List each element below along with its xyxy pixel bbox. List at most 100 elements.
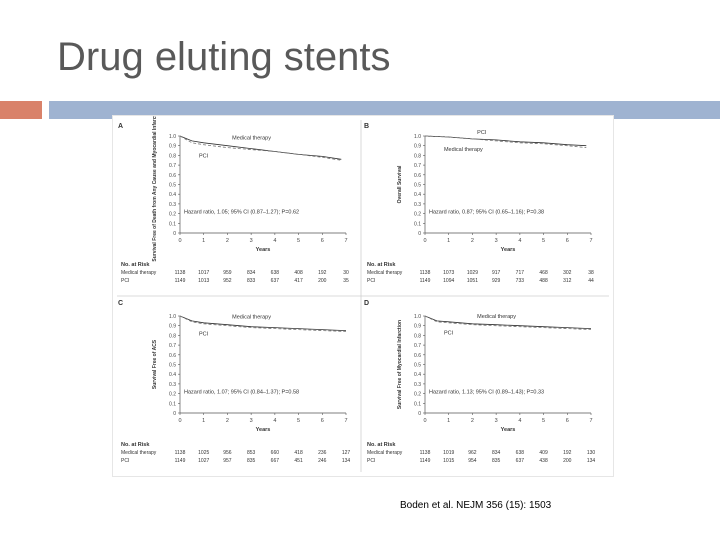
panel-b-risk-value: 1073 xyxy=(443,270,454,276)
panel-a-risk-value: 1149 xyxy=(175,278,186,284)
panel-c-risk-value: 835 xyxy=(247,458,256,464)
panel-b-hazard-ratio: Hazard ratio, 0.87; 95% CI (0.65–1.16); … xyxy=(429,210,544,216)
panel-a-risk-value: 1017 xyxy=(198,270,209,276)
panel-c-series-label: PCI xyxy=(199,332,209,338)
panel-b-risk-value: 1029 xyxy=(467,270,478,276)
panel-d-y-tick-label: 0.6 xyxy=(414,353,421,359)
panel-b-series-line xyxy=(424,135,587,148)
panel-a-series-line xyxy=(179,135,342,161)
panel-a-x-tick-label: 1 xyxy=(202,238,205,244)
panel-c-risk-row-label: PCI xyxy=(121,458,129,464)
panel-b-x-tick-label: 3 xyxy=(495,238,498,244)
panel-d-risk-value: 835 xyxy=(492,458,501,464)
panel-b-label: B xyxy=(364,123,369,130)
panel-c-x-tick-label: 2 xyxy=(226,418,229,424)
panel-b-x-tick-label: 6 xyxy=(566,238,569,244)
panel-b-risk-value: 302 xyxy=(563,270,572,276)
accent-bar-blue xyxy=(49,101,720,119)
panel-a-risk-row-label: Medical therapy xyxy=(121,270,157,276)
panel-d-series-line xyxy=(424,315,592,330)
panel-a-y-tick-label: 0.8 xyxy=(169,153,176,159)
panel-d-risk-value: 409 xyxy=(539,450,548,456)
panel-a-x-tick-label: 0 xyxy=(178,238,181,244)
panel-a-y-tick-label: 0 xyxy=(173,231,176,237)
panel-d-x-tick-label: 6 xyxy=(566,418,569,424)
panel-a-risk-row-label: PCI xyxy=(121,278,129,284)
panel-a-risk-value: 959 xyxy=(223,270,232,276)
panel-d-series-line xyxy=(424,315,592,329)
panel-a-risk-value: 417 xyxy=(294,278,303,284)
panel-a-y-tick-label: 1.0 xyxy=(169,134,176,140)
panel-d-risk-value: 192 xyxy=(563,450,572,456)
panel-b-risk-value: 917 xyxy=(492,270,501,276)
panel-b-y-tick-label: 0 xyxy=(418,231,421,237)
panel-b-risk-value: 488 xyxy=(539,278,548,284)
panel-c-series-line xyxy=(179,315,347,332)
panel-a-series-label: Medical therapy xyxy=(232,136,271,142)
panel-b-y-tick-label: 0.3 xyxy=(414,202,421,208)
panel-a-y-tick-label: 0.3 xyxy=(169,202,176,208)
panel-c-series-line xyxy=(179,315,347,331)
panel-d-hazard-ratio: Hazard ratio, 1.13; 95% CI (0.89–1.43); … xyxy=(429,390,544,396)
panel-a-risk-value: 834 xyxy=(247,270,256,276)
panel-d-y-tick-label: 0.7 xyxy=(414,343,421,349)
panel-b-series-label: PCI xyxy=(477,130,487,136)
panel-c-x-tick-label: 3 xyxy=(250,418,253,424)
panel-c-risk-value: 236 xyxy=(318,450,327,456)
panel-b-series-label: Medical therapy xyxy=(444,147,483,153)
panel-a-risk-value: 200 xyxy=(318,278,327,284)
panel-b-risk-row-label: Medical therapy xyxy=(367,270,403,276)
panel-a-risk-value: 1013 xyxy=(198,278,209,284)
panel-c-series-label: Medical therapy xyxy=(232,315,271,321)
panel-d-x-tick-label: 0 xyxy=(423,418,426,424)
panel-a-x-tick-label: 3 xyxy=(250,238,253,244)
panel-b-x-tick-label: 1 xyxy=(447,238,450,244)
panel-a-risk-value: 35 xyxy=(343,278,349,284)
panel-a-hazard-ratio: Hazard ratio, 1.05; 95% CI (0.87–1.27); … xyxy=(184,210,299,216)
panel-c-y-tick-label: 0.8 xyxy=(169,333,176,339)
panel-d-y-tick-label: 0.9 xyxy=(414,324,421,330)
panel-d-risk-value: 1019 xyxy=(443,450,454,456)
panel-c-x-axis-title: Years xyxy=(256,427,271,433)
panel-d-risk-value: 954 xyxy=(468,458,477,464)
panel-c-risk-value: 667 xyxy=(271,458,280,464)
panel-d-x-tick-label: 2 xyxy=(471,418,474,424)
slide-title: Drug eluting stents xyxy=(57,35,391,79)
panel-d-risk-row-label: PCI xyxy=(367,458,375,464)
panel-c-risk-value: 127 xyxy=(342,450,351,456)
panel-a-risk-value: 637 xyxy=(271,278,280,284)
panel-d-y-tick-label: 0.3 xyxy=(414,382,421,388)
panel-b-series-line xyxy=(424,135,587,147)
panel-a-x-tick-label: 6 xyxy=(321,238,324,244)
panel-a-x-tick-label: 2 xyxy=(226,238,229,244)
panel-b-risk-value: 38 xyxy=(588,270,594,276)
panel-d-risk-value: 438 xyxy=(539,458,548,464)
panel-c-risk-value: 451 xyxy=(294,458,303,464)
panel-b-y-tick-label: 1.0 xyxy=(414,134,421,140)
panel-d-risk-value: 130 xyxy=(587,450,596,456)
panel-b-x-axis-title: Years xyxy=(501,247,516,253)
panel-c-risk-value: 660 xyxy=(271,450,280,456)
panel-d-series-label: PCI xyxy=(444,331,454,337)
panel-b-y-tick-label: 0.7 xyxy=(414,163,421,169)
panel-b-y-tick-label: 0.5 xyxy=(414,183,421,189)
panel-b-y-tick-label: 0.1 xyxy=(414,221,421,227)
panel-a-y-tick-label: 0.5 xyxy=(169,183,176,189)
panel-d-y-tick-label: 0 xyxy=(418,411,421,417)
panel-c-y-tick-label: 0.1 xyxy=(169,401,176,407)
panel-c-y-tick-label: 0.7 xyxy=(169,343,176,349)
panel-c-y-axis-title: Survival Free of ACS xyxy=(152,339,158,389)
panel-a-series-label: PCI xyxy=(199,154,209,160)
panel-b-risk-value: 468 xyxy=(539,270,548,276)
panel-b-risk-value: 44 xyxy=(588,278,594,284)
panel-a-risk-value: 192 xyxy=(318,270,327,276)
panel-b-x-tick-label: 0 xyxy=(423,238,426,244)
panel-a-y-axis-title: Survival Free of Death from Any Cause an… xyxy=(152,116,158,262)
panel-b-risk-value: 1138 xyxy=(420,270,431,276)
panel-d-x-tick-label: 7 xyxy=(589,418,592,424)
panel-b-risk-value: 312 xyxy=(563,278,572,284)
panel-a-x-tick-label: 7 xyxy=(344,238,347,244)
panel-a-y-tick-label: 0.9 xyxy=(169,144,176,150)
panel-a-y-tick-label: 0.7 xyxy=(169,163,176,169)
citation: Boden et al. NEJM 356 (15): 1503 xyxy=(400,500,552,511)
